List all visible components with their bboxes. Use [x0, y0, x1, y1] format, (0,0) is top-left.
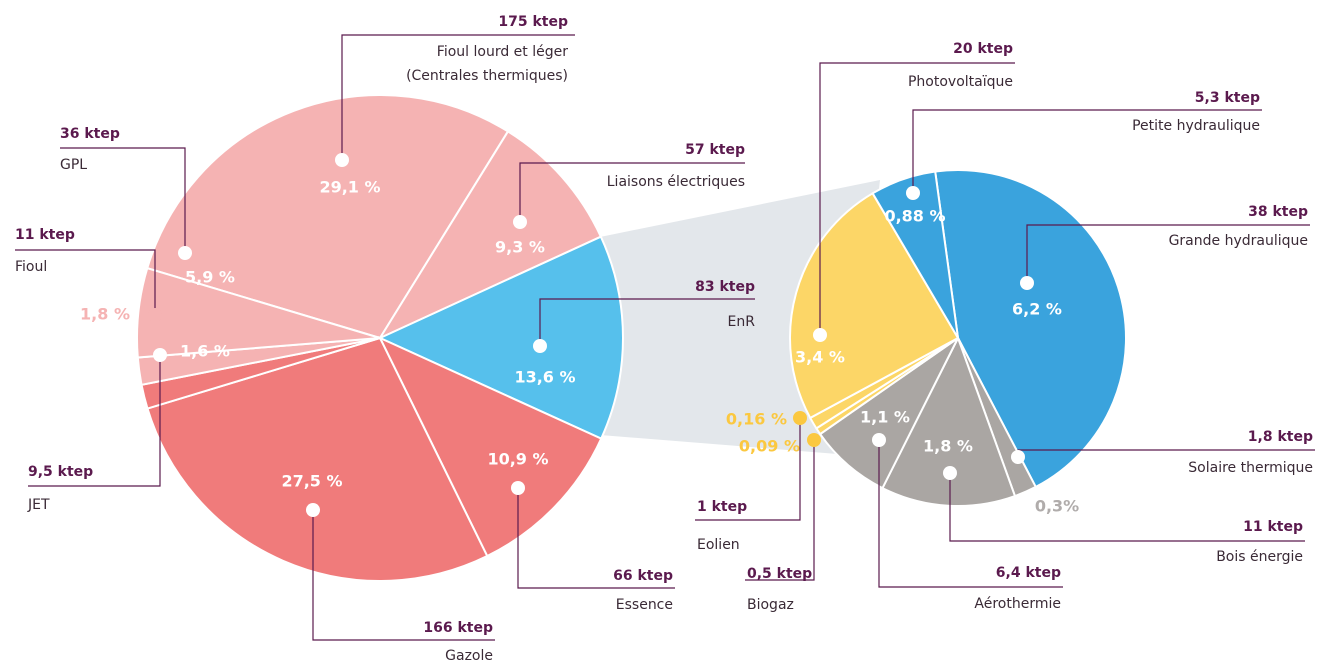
percent-label: 10,9 % [487, 450, 548, 469]
category-label: Petite hydraulique [1132, 118, 1260, 134]
percent-label: 6,2 % [1012, 300, 1062, 319]
category-label: Gazole [445, 648, 493, 663]
callout-dot [872, 433, 886, 447]
callout-dot [148, 308, 162, 322]
percent-label: 3,4 % [795, 348, 845, 367]
pie-slice [146, 336, 489, 582]
amount-label: 11 ktep [1243, 519, 1303, 535]
callout-line [539, 298, 755, 346]
callout-line [60, 147, 186, 253]
callout-line [745, 440, 815, 581]
callout-line [15, 249, 156, 315]
callout-dot [1020, 276, 1034, 290]
pie-slice [377, 335, 603, 558]
callout-line [28, 355, 161, 487]
category-label: EnR [728, 314, 756, 330]
category-label: Biogaz [747, 597, 794, 613]
category-label: Fioul [15, 259, 47, 275]
amount-label: 0,5 ktep [747, 566, 812, 582]
callout-dot [178, 246, 192, 260]
category-label: Eolien [697, 537, 740, 553]
pie-slice [881, 335, 1017, 507]
amount-label: 5,3 ktep [1195, 90, 1260, 106]
callout-line [912, 109, 1262, 193]
callout-dot [807, 433, 821, 447]
pie-slice [789, 191, 960, 420]
category-label: Grande hydraulique [1169, 233, 1308, 249]
pie-slice [146, 94, 510, 340]
percent-label: 9,3 % [495, 238, 545, 257]
callout-line [341, 34, 575, 160]
category-label: Liaisons électriques [607, 174, 745, 190]
amount-label: 66 ktep [613, 568, 673, 584]
amount-label: 38 ktep [1248, 204, 1308, 220]
pie-slice [871, 170, 959, 339]
callout-dot [943, 466, 957, 480]
category-label: Photovoltaïque [908, 74, 1013, 90]
category-label: JET [27, 497, 50, 513]
amount-label: 20 ktep [953, 41, 1013, 57]
amount-label: 11 ktep [15, 227, 75, 243]
callout-line [878, 440, 1063, 588]
amount-label: 36 ktep [60, 126, 120, 142]
amount-label: 166 ktep [423, 620, 493, 636]
callout-line [519, 162, 745, 222]
category-label: Essence [616, 597, 673, 613]
percent-label: 0,09 % [739, 437, 800, 456]
callout-line [819, 62, 1015, 335]
amount-label: 9,5 ktep [28, 464, 93, 480]
callout-dot [153, 348, 167, 362]
percent-label: 5,9 % [185, 268, 235, 287]
callout-dot [793, 411, 807, 425]
callout-dot [513, 215, 527, 229]
pie-slice [136, 266, 381, 359]
callout-line [695, 418, 801, 521]
callout-dot [511, 481, 525, 495]
pie-slice [377, 235, 624, 440]
amount-label: 1 ktep [697, 499, 747, 515]
callout-dot [813, 328, 827, 342]
category-label: GPL [60, 157, 87, 173]
percent-label: 29,1 % [319, 178, 380, 197]
percent-label: 1,1 % [860, 408, 910, 427]
pie-slice [377, 130, 603, 341]
category-label: Fioul lourd et léger (Centrales thermique… [406, 44, 568, 84]
callout-line [312, 510, 495, 641]
callout-dot [1011, 450, 1025, 464]
percent-label: 1,6 % [180, 342, 230, 361]
pie-slice [934, 169, 1127, 489]
callout-dot [335, 153, 349, 167]
category-label: Bois énergie [1216, 549, 1303, 565]
amount-label: 83 ktep [695, 279, 755, 295]
percent-label: 0,16 % [726, 410, 787, 429]
callout-dot [906, 186, 920, 200]
amount-label: 1,8 ktep [1248, 429, 1313, 445]
percent-label: 1,8 % [923, 437, 973, 456]
callout-line [517, 488, 675, 589]
percent-label: 0,88 % [884, 207, 945, 226]
callout-line [949, 473, 1305, 542]
amount-label: 175 ktep [498, 14, 568, 30]
percent-label: 1,8 % [80, 305, 130, 324]
percent-label: 13,6 % [514, 368, 575, 387]
callout-dot [533, 339, 547, 353]
percent-label: 0,3% [1035, 497, 1079, 516]
callout-line [1026, 224, 1310, 283]
percent-label: 27,5 % [281, 472, 342, 491]
category-label: Solaire thermique [1188, 460, 1313, 476]
category-label: Aérothermie [974, 596, 1061, 612]
callout-dot [306, 503, 320, 517]
amount-label: 6,4 ktep [996, 565, 1061, 581]
amount-label: 57 ktep [685, 142, 745, 158]
